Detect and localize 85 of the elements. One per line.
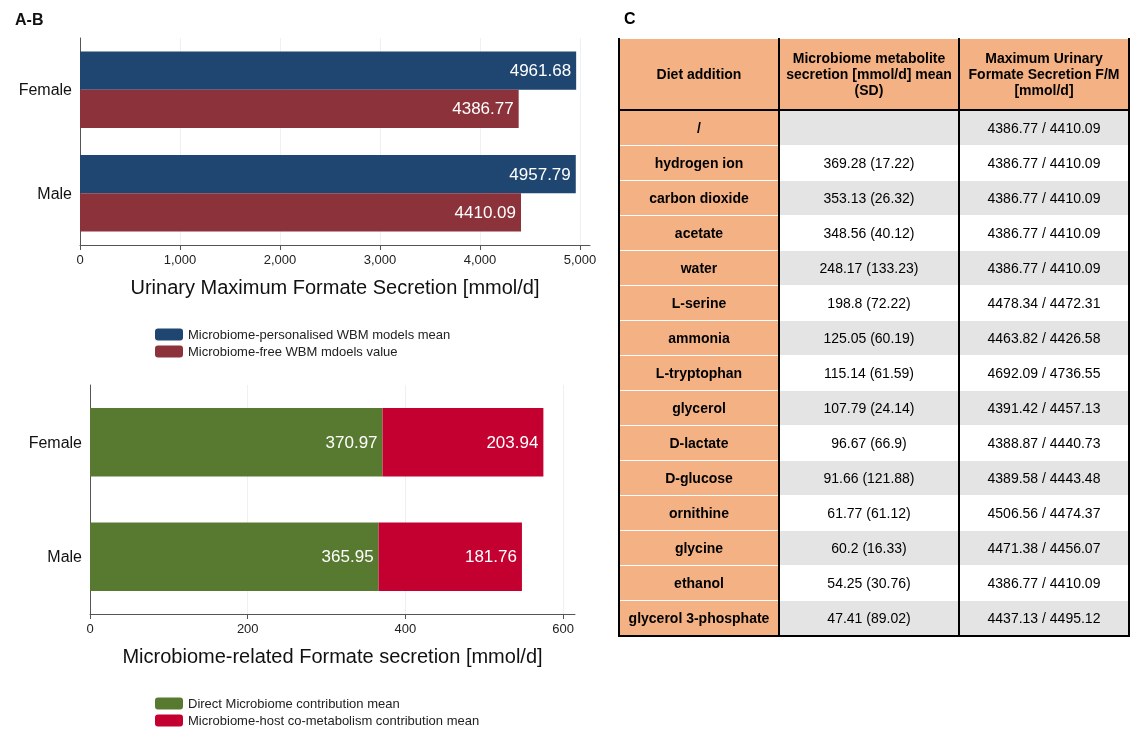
x-axis-title: Microbiome-related Formate secretion [mmol/d]: [122, 645, 543, 667]
category-label: D-lactate: [669, 435, 729, 451]
bar: [80, 51, 577, 90]
x-tick-label: 200: [236, 621, 259, 636]
x-tick-label: 400: [394, 621, 417, 636]
category-label: Microbiome metabolite secretion [mmol/d] mean (SD): [779, 38, 959, 110]
text: 54.25 (30.76): [827, 575, 911, 591]
y-tick-label: Male: [37, 184, 73, 202]
text: 107.79 (24.14): [823, 400, 915, 416]
text: 4388.87 / 4440.73: [987, 435, 1101, 451]
legend-label: Direct Microbiome contribution mean: [188, 696, 400, 711]
text: 4391.42 / 4457.13: [987, 400, 1101, 416]
data-label: 365.95: [321, 547, 374, 567]
category-label: glycerol 3-phosphate: [628, 610, 770, 626]
bar: [90, 522, 379, 592]
text: 125.05 (60.19): [823, 330, 915, 346]
text: 353.13 (26.32): [823, 190, 915, 206]
text: 61.77 (61.12): [827, 505, 911, 521]
category-label: water: [680, 260, 718, 276]
data-label: 181.76: [464, 547, 517, 567]
category-label: Maximum Urinary Formate Secretion F/M [mmol/d]: [959, 38, 1129, 110]
text: 96.67 (66.9): [831, 435, 907, 451]
y-tick-label: Female: [28, 433, 83, 451]
data-label: 4386.77: [452, 99, 514, 119]
text: 4386.77 / 4410.09: [987, 260, 1101, 276]
x-axis-title: Urinary Maximum Formate Secretion [mmol/d]: [130, 276, 540, 298]
x-tick-label: 0: [76, 252, 84, 267]
text: 60.2 (16.33): [831, 540, 907, 556]
category-label: glycine: [674, 540, 724, 556]
x-tick-label: 2,000: [263, 252, 297, 267]
bar: [378, 522, 522, 592]
text: 4389.58 / 4443.48: [987, 470, 1101, 486]
category-label: L-serine: [671, 295, 727, 311]
text: 4386.77 / 4410.09: [987, 190, 1101, 206]
text: 4386.77 / 4410.09: [987, 120, 1101, 136]
legend-label: Microbiome-personalised WBM models mean: [188, 327, 451, 342]
bar: [90, 407, 383, 477]
category-label: hydrogen ion: [654, 155, 744, 171]
x-tick-label: 1,000: [163, 252, 197, 267]
category-label: acetate: [674, 225, 724, 241]
text: Diet addition: [619, 38, 779, 110]
bar: [382, 407, 544, 477]
text: 4437.13 / 4495.12: [987, 610, 1101, 626]
text: 198.8 (72.22): [827, 295, 911, 311]
text: 47.41 (89.02): [827, 610, 911, 626]
data-label: 203.94: [486, 432, 539, 452]
text: 4386.77 / 4410.09: [987, 155, 1101, 171]
text: 4478.34 / 4472.31: [987, 295, 1101, 311]
text: 248.17 (133.23): [819, 260, 919, 276]
category-label: ethanol: [674, 575, 724, 591]
x-tick-label: 0: [86, 621, 94, 636]
x-tick-label: 5,000: [563, 252, 597, 267]
data-label: 4961.68: [509, 61, 572, 81]
category-label: /: [697, 120, 701, 136]
text: 4471.38 / 4456.07: [987, 540, 1101, 556]
legend-label: Microbiome-free WBM mdoels value: [188, 344, 398, 359]
category-label: D-glucose: [665, 470, 733, 486]
category-label: ammonia: [668, 330, 730, 346]
text: 348.56 (40.12): [823, 225, 915, 241]
text: 4386.77 / 4410.09: [987, 225, 1101, 241]
bar: [80, 154, 576, 194]
data-label: 370.97: [325, 432, 378, 452]
text: 4463.82 / 4426.58: [987, 330, 1101, 346]
text: C: [624, 10, 637, 28]
bar: [80, 193, 522, 232]
y-tick-label: Female: [18, 81, 73, 99]
category-label: glycerol: [672, 400, 726, 416]
data-label: 4410.09: [454, 202, 517, 222]
x-tick-label: 3,000: [363, 252, 397, 267]
chart-title: A-B: [15, 10, 44, 28]
category-label: L-tryptophan: [655, 365, 743, 381]
data-label: 4957.79: [509, 164, 571, 184]
text: 369.28 (17.22): [823, 155, 915, 171]
text: 4386.77 / 4410.09: [987, 575, 1101, 591]
category-label: carbon dioxide: [649, 190, 749, 206]
category-label: ornithine: [669, 505, 729, 521]
text: 4692.09 / 4736.55: [987, 365, 1101, 381]
x-tick-label: 4,000: [463, 252, 497, 267]
legend-label: Microbiome-host co-metabolism contribution mean: [188, 713, 480, 728]
text: 91.66 (121.88): [823, 470, 915, 486]
text: 115.14 (61.59): [823, 365, 915, 381]
bar: [80, 89, 519, 129]
y-tick-label: Male: [47, 548, 83, 566]
text: 4506.56 / 4474.37: [987, 505, 1101, 521]
x-tick-label: 600: [552, 621, 575, 636]
